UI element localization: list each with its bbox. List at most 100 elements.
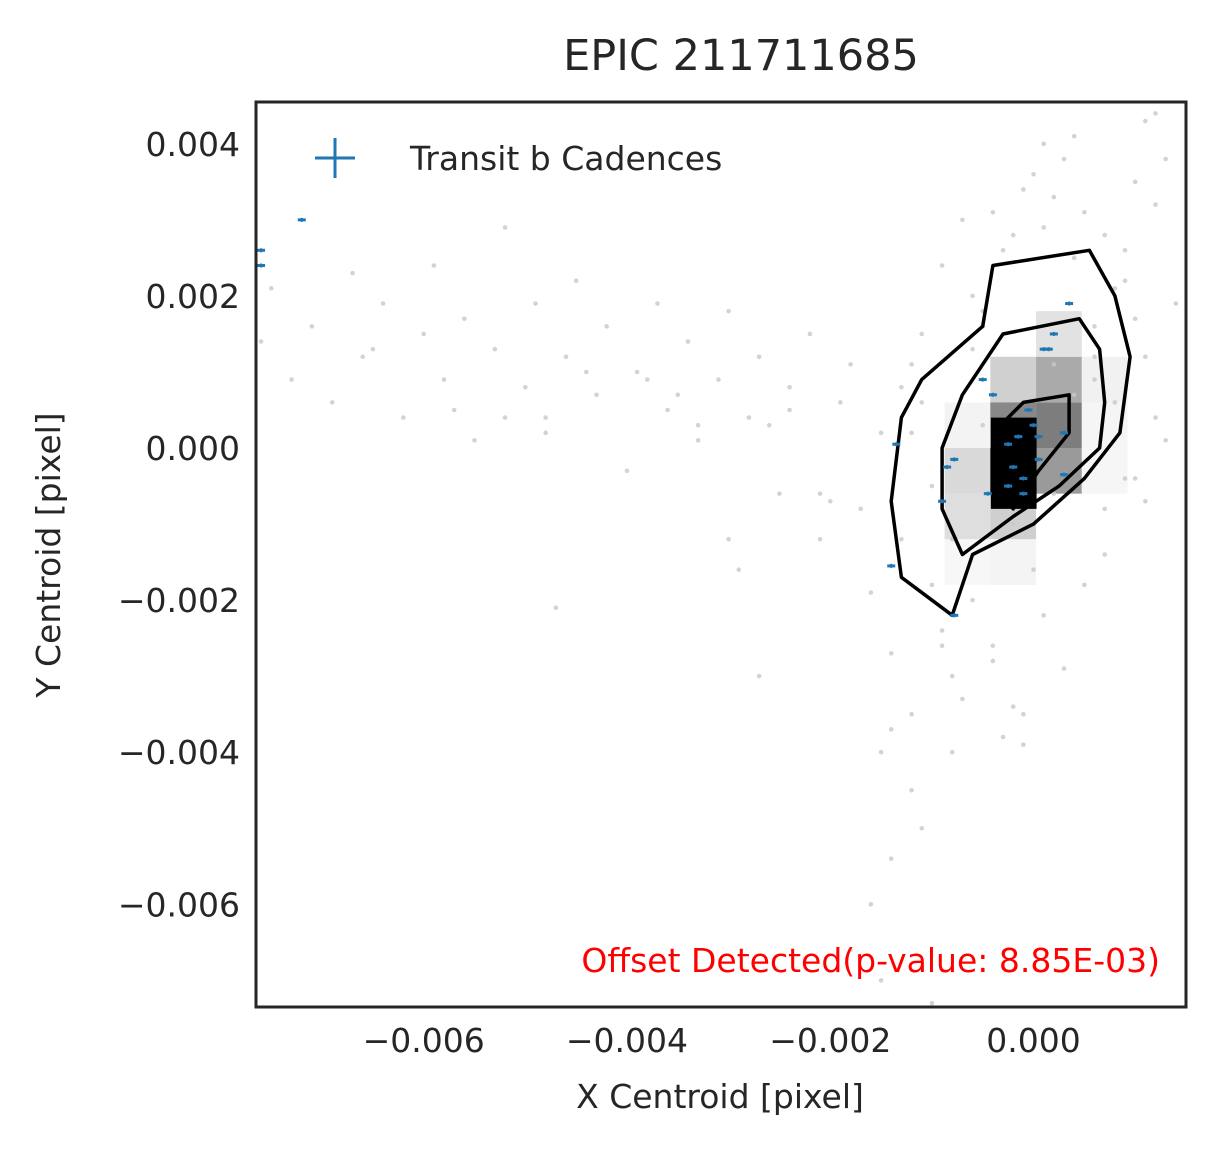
background-point [807, 331, 813, 337]
background-point [817, 491, 823, 496]
background-point [695, 422, 701, 428]
transit-point [1049, 331, 1058, 336]
background-point [1031, 567, 1036, 573]
background-point [970, 597, 975, 603]
transit-point [1034, 434, 1043, 439]
background-point [736, 567, 742, 573]
background-point [1153, 111, 1158, 116]
background-point [1163, 156, 1168, 162]
background-point [777, 491, 782, 496]
background-point [502, 225, 508, 230]
density-cell [944, 448, 991, 494]
background-point [1071, 133, 1077, 139]
background-point [960, 217, 965, 223]
chart-title: EPIC 211711685 [563, 31, 919, 81]
background-point [756, 673, 762, 679]
background-point [360, 354, 366, 360]
background-point [919, 825, 925, 831]
x-tick-label: −0.004 [566, 1021, 688, 1060]
background-point [594, 392, 599, 398]
background-point [1102, 232, 1107, 238]
transit-point [1014, 434, 1023, 439]
transit-point [1004, 484, 1013, 489]
background-point [258, 339, 264, 344]
background-point [1000, 247, 1006, 253]
transit-point [950, 457, 959, 462]
background-point [919, 331, 925, 337]
background-point [939, 628, 945, 633]
background-point [1092, 377, 1097, 382]
background-point [888, 651, 894, 656]
background-point [1143, 118, 1148, 124]
transit-point [1019, 491, 1028, 496]
x-axis-label: X Centroid [pixel] [576, 1077, 864, 1116]
background-point [827, 498, 833, 504]
plot-background [256, 102, 1186, 1007]
background-point [685, 339, 691, 344]
background-point [726, 308, 731, 314]
background-point [1051, 194, 1057, 200]
x-tick-label: 0.000 [986, 1021, 1080, 1060]
background-point [1092, 324, 1097, 329]
background-point [1132, 316, 1138, 322]
legend-label: Transit b Cadences [409, 139, 722, 178]
background-point [1102, 552, 1107, 557]
background-point [1143, 498, 1148, 504]
y-tick-label: 0.002 [146, 277, 240, 316]
background-point [1132, 476, 1138, 481]
background-point [878, 430, 884, 436]
y-tick-label: −0.006 [118, 885, 240, 924]
background-point [949, 749, 955, 755]
background-point [990, 658, 996, 664]
transit-point [1009, 465, 1018, 470]
density-core [990, 417, 1037, 509]
contour-level-1 [889, 248, 1132, 618]
background-point [492, 346, 498, 352]
background-point [1071, 255, 1077, 261]
background-point [899, 536, 904, 542]
background-point [523, 384, 528, 390]
background-point [573, 278, 579, 284]
background-point [716, 377, 721, 382]
background-point [1122, 247, 1128, 253]
density-cell [944, 539, 991, 585]
transit-point [1024, 408, 1033, 413]
background-point [543, 430, 548, 436]
transit-point [1029, 423, 1038, 428]
density-cell [1036, 402, 1082, 449]
background-point [909, 362, 914, 367]
transit-cadences [257, 217, 1074, 618]
background-point [756, 354, 762, 360]
background-point [1041, 141, 1047, 147]
background-point [655, 301, 660, 306]
background-point [909, 711, 914, 717]
background-point [787, 407, 792, 413]
transit-point [1060, 430, 1069, 435]
background-point [1122, 476, 1128, 481]
contour-level-3 [991, 393, 1071, 511]
background-point [726, 536, 731, 542]
y-axis-ticks: 0.004 0.002 0.000 −0.002 −0.004 −0.006 [118, 125, 240, 925]
background-point [888, 856, 894, 862]
background-point [665, 407, 670, 413]
background-point [787, 384, 792, 390]
background-point [451, 407, 457, 413]
background-point [309, 324, 315, 329]
background-point [878, 749, 884, 755]
background-point [1071, 392, 1077, 398]
background-point [634, 369, 640, 375]
background-point [1112, 400, 1118, 405]
background-point [624, 468, 630, 474]
background-point [838, 400, 843, 405]
background-point [899, 384, 904, 390]
transit-point [892, 442, 901, 447]
background-point [289, 377, 294, 382]
background-point [553, 605, 559, 611]
background-point [1041, 225, 1047, 230]
transit-point [983, 491, 992, 496]
background-point [919, 400, 925, 405]
transit-point [1060, 472, 1069, 477]
legend: Transit b Cadences [315, 138, 722, 178]
background-point [1051, 491, 1057, 496]
background-point [1010, 704, 1016, 709]
